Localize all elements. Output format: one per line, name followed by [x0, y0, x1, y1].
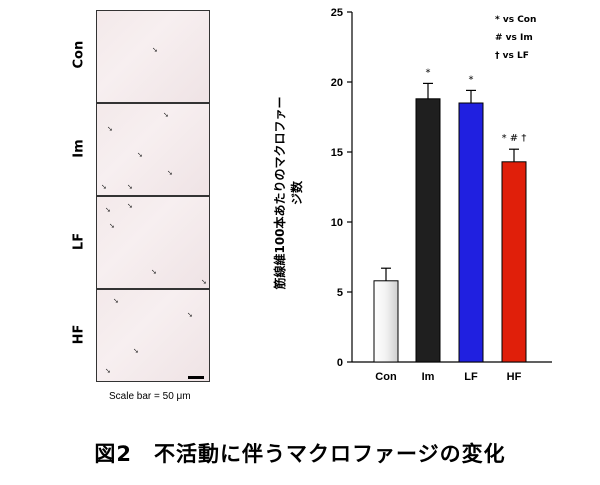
panel-label-hf: HF	[71, 324, 87, 345]
figure-caption: 図2 不活動に伴うマクロファージの変化	[94, 442, 506, 466]
significance-mark-3: * # †	[502, 133, 527, 144]
micrograph-con: ➘	[96, 10, 210, 103]
y-tick-label-3: 15	[331, 147, 343, 159]
significance-mark-2: *	[469, 74, 474, 85]
x-tick-label-0: Con	[375, 371, 397, 383]
x-tick-label-1: Im	[422, 371, 435, 383]
panel-label-con: Con	[71, 40, 87, 69]
bar-hf	[501, 161, 527, 363]
micrograph-hf: ➘ ➘ ➘ ➘	[96, 289, 210, 382]
y-tick-label-0: 0	[337, 357, 343, 369]
scale-bar	[188, 376, 204, 379]
bar-con	[373, 280, 399, 363]
x-tick-label-2: LF	[464, 371, 478, 383]
y-tick-label-2: 10	[331, 217, 343, 229]
legend-entry-0: * vs Con	[495, 15, 536, 25]
bar-im	[415, 98, 441, 363]
y-tick-label-4: 20	[331, 77, 343, 89]
micrograph-im: ➘ ➘ ➘ ➘ ➘ ➘	[96, 103, 210, 196]
legend-entry-2: † vs LF	[495, 51, 529, 61]
scale-bar-text: Scale bar = 50 μm	[109, 391, 191, 402]
micrograph-lf: ➘ ➘ ➘ ➘ ➘	[96, 196, 210, 289]
legend-entry-1: # vs Im	[495, 33, 533, 43]
significance-mark-1: *	[426, 67, 431, 78]
panel-label-im: Im	[71, 139, 87, 158]
bar-lf	[458, 102, 484, 363]
panel-label-lf: LF	[71, 232, 87, 251]
x-tick-label-3: HF	[507, 371, 522, 383]
macrophage-bar-chart: 0 5 10 15 20 25 Con * Im * LF * # † HF * vs Con # vs I…	[331, 7, 552, 383]
y-tick-label-5: 25	[331, 7, 343, 19]
y-tick-label-1: 5	[337, 287, 343, 299]
